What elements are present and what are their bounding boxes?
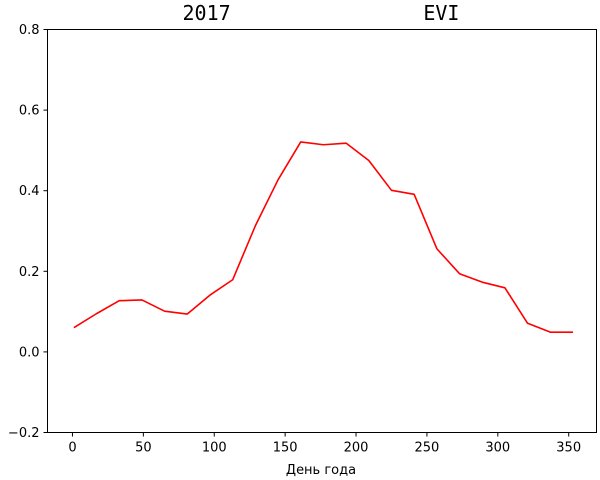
y-tick-label: 0.6: [19, 104, 40, 119]
x-tick-label: 0: [68, 441, 76, 456]
y-tick-label: 0.8: [19, 23, 40, 38]
x-tick-label: 50: [135, 441, 152, 456]
series-line-0: [73, 141, 573, 333]
x-tick-label: 350: [556, 441, 581, 456]
y-tick-label: 0.0: [19, 345, 40, 360]
x-tick-label: 200: [344, 441, 369, 456]
x-axis-label: День года: [286, 463, 356, 478]
x-tick-label: 300: [485, 441, 510, 456]
y-axis: −0.2 0.0 0.2 0.4 0.6 0.8: [8, 23, 48, 441]
plot-area: [73, 141, 573, 333]
plot-frame: [47, 29, 597, 433]
x-tick-label: 150: [273, 441, 298, 456]
x-tick-label: 250: [415, 441, 440, 456]
y-tick-label: −0.2: [8, 426, 40, 441]
x-tick-label: 100: [202, 441, 227, 456]
y-tick-label: 0.4: [19, 184, 40, 199]
y-tick-label: 0.2: [19, 265, 40, 280]
x-axis: 0 50 100 150 200 250 300 350: [68, 432, 581, 456]
chart-title: 2017 EVI: [183, 1, 460, 25]
